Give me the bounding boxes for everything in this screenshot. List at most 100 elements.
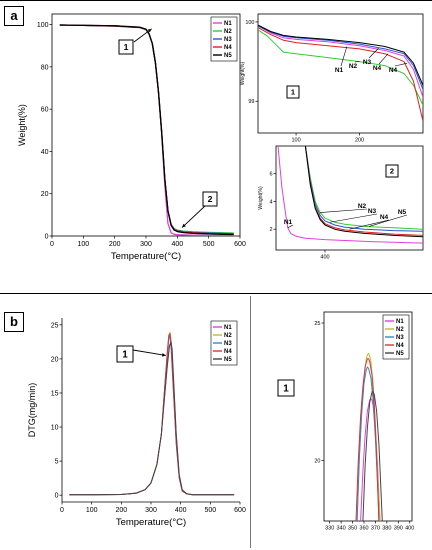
tga-main-x-axis-label: Temperature(°C) bbox=[111, 251, 181, 262]
inset2-series-label-1: N1 bbox=[284, 219, 293, 226]
inset1-series-label-4: N4 bbox=[373, 65, 382, 72]
tga-callout-2-arrow-head bbox=[182, 223, 186, 228]
tga-main-series-n5 bbox=[59, 24, 234, 236]
dtg-main-x-tick-label: 100 bbox=[86, 507, 98, 514]
inset2-callout: 2 bbox=[390, 167, 394, 176]
tga-inset-2-frame bbox=[275, 145, 424, 251]
inset1-leader-1 bbox=[340, 46, 348, 67]
tga-inset-2-series-n5 bbox=[304, 146, 423, 238]
tga-inset-2-series-n1 bbox=[277, 146, 423, 244]
tga-callout-1: 1 bbox=[124, 42, 129, 52]
dtg-main-legend-label-n3: N3 bbox=[224, 341, 232, 347]
tga-main-y-tick-label: 40 bbox=[41, 149, 49, 156]
panel-divider-middle bbox=[0, 293, 432, 294]
dtg-inset-x-tick-label: 360 bbox=[359, 526, 368, 532]
dtg-main-x-tick-label: 200 bbox=[115, 507, 127, 514]
dtg-callout-1: 1 bbox=[122, 350, 128, 361]
inset2-series-label-4: N4 bbox=[380, 214, 389, 221]
dtg-inset-x-tick-label: 390 bbox=[394, 526, 403, 532]
dtg-main-series-n2 bbox=[69, 331, 235, 496]
tga-main-legend-label-n1: N1 bbox=[224, 21, 232, 27]
tga-main-y-tick-label: 0 bbox=[45, 233, 49, 240]
inset2-series-label-3: N3 bbox=[368, 208, 377, 215]
dtg-inset-legend-label-n3: N3 bbox=[396, 335, 404, 341]
dtg-inset-legend-label-n4: N4 bbox=[396, 343, 404, 349]
inset1-series-label-2: N2 bbox=[349, 63, 358, 70]
tga-callout-1-arrow-head bbox=[147, 28, 152, 33]
tga-main-x-tick-label: 300 bbox=[140, 241, 152, 248]
inset2-leader-3 bbox=[329, 213, 378, 223]
dtg-main-x-tick-label: 400 bbox=[175, 507, 187, 514]
inset2-callout-box bbox=[385, 164, 399, 178]
dtg-callout-1-arrow bbox=[132, 349, 166, 356]
dtg-main-legend-label-n1: N1 bbox=[224, 325, 232, 331]
dtg-main-legend-label-n5: N5 bbox=[224, 357, 232, 363]
tga-inset-1-series-n2 bbox=[258, 29, 423, 106]
tga-inset-1-series-n5 bbox=[258, 24, 423, 86]
tga-inset-1-series-n1 bbox=[258, 25, 423, 98]
dtg-inset-y-tick-label: 20 bbox=[314, 458, 320, 464]
dtg-main-y-tick-label: 0 bbox=[55, 493, 59, 500]
tga-inset-2-series-n3 bbox=[304, 146, 423, 232]
inset1-leader-3 bbox=[368, 47, 379, 59]
tga-inset-1-series-n3 bbox=[258, 25, 423, 90]
tga-inset-2-series-n4 bbox=[304, 146, 423, 236]
tga-main-y-tick-label: 80 bbox=[41, 64, 49, 71]
tga-callout-2-arrow bbox=[181, 205, 206, 228]
dtg-inset-group: 330 340 350 360 370 380 390 400 20 25 N1 N2 N3 N4 N5 1 bbox=[277, 311, 414, 532]
dtg-main-x-axis-label: Temperature(°C) bbox=[116, 517, 186, 528]
tga-main-y-axis-label: Weight(%) bbox=[17, 104, 27, 146]
tga-main-x-tick-label: 100 bbox=[77, 241, 89, 248]
tga-main-x-tick-label: 600 bbox=[234, 241, 246, 248]
tga-inset-2-y-axis-label: Weight(%) bbox=[258, 186, 264, 210]
dtg-inset-x-tick-label: 340 bbox=[337, 526, 346, 532]
dtg-inset-legend-label-n1: N1 bbox=[396, 319, 404, 325]
tga-main-legend-label-n5: N5 bbox=[224, 53, 232, 59]
dtg-inset-x-tick-label: 370 bbox=[371, 526, 380, 532]
tga-main-group: 0 100 200 300 400 500 600 0 20 40 60 80 100 Temperatu… bbox=[17, 13, 246, 262]
tga-callout-2: 2 bbox=[208, 194, 213, 204]
tga-inset-2-y-tick-label: 6 bbox=[269, 172, 272, 178]
tga-inset-1-y-axis-label: Weight(%) bbox=[240, 62, 246, 86]
dtg-main-legend-label-n2: N2 bbox=[224, 333, 232, 339]
inset1-series-label-3: N3 bbox=[363, 59, 372, 66]
dtg-main-series-n1 bbox=[69, 342, 235, 496]
dtg-main-y-tick-label: 25 bbox=[51, 322, 59, 329]
dtg-inset-y-tick-label: 25 bbox=[314, 321, 320, 327]
dtg-main-y-tick-label: 20 bbox=[51, 356, 59, 363]
inset2-series-label-5: N5 bbox=[398, 209, 407, 216]
tga-main-y-tick-label: 100 bbox=[37, 22, 49, 29]
dtg-main-y-tick-label: 15 bbox=[51, 390, 59, 397]
dtg-main-y-tick-label: 5 bbox=[55, 459, 59, 466]
tga-callout-1-box bbox=[118, 39, 134, 55]
dtg-callout-1-box bbox=[116, 345, 134, 363]
tga-main-legend-label-n3: N3 bbox=[224, 37, 232, 43]
panel-b-label: b bbox=[4, 312, 24, 332]
dtg-inset-legend-label-n2: N2 bbox=[396, 327, 404, 333]
dtg-main-y-axis-label: DTG(mg/min) bbox=[27, 383, 37, 438]
tga-callout-2-box bbox=[202, 191, 218, 207]
dtg-callout-1-arrow-head bbox=[161, 353, 166, 357]
dtg-inset-callout-box bbox=[277, 379, 295, 397]
tga-main-x-tick-label: 500 bbox=[203, 241, 215, 248]
dtg-inset-frame bbox=[323, 311, 413, 522]
tga-inset-1-frame bbox=[257, 13, 424, 134]
tga-inset-1-y-tick-label: 100 bbox=[245, 20, 254, 26]
inset2-leader-5 bbox=[369, 214, 408, 227]
dtg-main-group: 0 100 200 300 400 500 600 0 5 10 15 20 25 Temperature… bbox=[27, 318, 246, 528]
dtg-main-x-tick-label: 300 bbox=[145, 507, 157, 514]
tga-main-x-tick-label: 400 bbox=[171, 241, 183, 248]
tga-main-x-tick-label: 0 bbox=[50, 241, 54, 248]
tga-inset-2-y-tick-label: 4 bbox=[269, 199, 272, 205]
inset1-series-label-5: N4 bbox=[389, 67, 398, 74]
inset2-leader-4 bbox=[349, 219, 390, 230]
dtg-inset-series-n5 bbox=[362, 391, 383, 521]
inset1-callout: 1 bbox=[291, 88, 295, 97]
dtg-main-x-tick-label: 600 bbox=[234, 507, 246, 514]
tga-inset-1-y-tick-label: 99 bbox=[248, 99, 254, 105]
dtg-main-y-tick-label: 10 bbox=[51, 424, 59, 431]
dtg-inset-callout: 1 bbox=[283, 384, 289, 395]
